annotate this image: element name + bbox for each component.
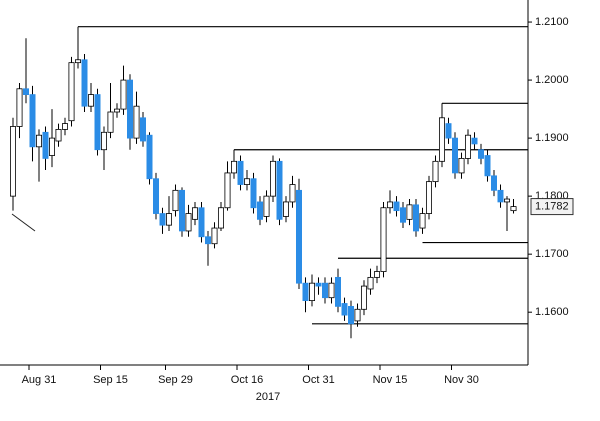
candle-body (399, 207, 406, 223)
candle-body (224, 172, 231, 209)
y-tick-label: 1.2100 (535, 16, 569, 28)
candle-body (101, 131, 108, 151)
candle-body (88, 94, 95, 107)
candle-body (477, 149, 484, 159)
candle-body (139, 117, 146, 142)
candle-body (347, 305, 354, 325)
candle-body (295, 189, 302, 284)
candle-body (308, 282, 315, 301)
x-tick-label: Oct 31 (302, 374, 334, 386)
candle-body (438, 117, 445, 162)
candle-body (334, 276, 341, 307)
candle-body (367, 276, 374, 290)
candle-body (36, 134, 43, 148)
candle-body (191, 207, 198, 220)
candle-body (321, 282, 328, 299)
candle-body (172, 189, 179, 212)
candle-body (230, 160, 237, 174)
candle-body (458, 158, 465, 174)
last-price-label: 1.1782 (535, 200, 569, 212)
candle-body (68, 62, 75, 122)
candle-body (282, 201, 289, 217)
candle-body (62, 123, 69, 130)
candle-body (250, 178, 257, 209)
candle-body (107, 111, 114, 133)
candle-body (217, 207, 224, 229)
candle-body (94, 94, 101, 151)
candle-body (464, 134, 471, 159)
candle-body (178, 189, 185, 232)
x-tick-label: Oct 16 (231, 374, 263, 386)
candle-body (373, 271, 380, 278)
candle-body (146, 134, 153, 180)
candle-body (152, 178, 159, 214)
candle-body (412, 204, 419, 232)
candle-body (269, 160, 276, 197)
candle-body (425, 181, 432, 214)
candle-body (165, 213, 172, 226)
candle-body (133, 105, 140, 139)
candle-body (497, 189, 504, 203)
candle-body (49, 137, 56, 156)
candle-body (432, 160, 439, 183)
candle-body (471, 137, 478, 145)
candle-body (185, 213, 192, 232)
x-tick-label: Sep 29 (158, 374, 193, 386)
y-tick-label: 1.1700 (535, 248, 569, 260)
candle-body (237, 160, 244, 185)
candle-body (276, 160, 283, 220)
candle-body (406, 204, 413, 220)
candle-body (510, 206, 517, 212)
candle-body (354, 308, 361, 322)
y-tick-label: 1.2000 (535, 74, 569, 86)
candle-body (55, 129, 62, 142)
candle-body (256, 201, 263, 220)
candle-body (315, 282, 322, 287)
candle-body (9, 126, 16, 197)
candle-body (42, 131, 49, 159)
candle-body (243, 178, 250, 185)
candle-body (263, 195, 270, 217)
candle-body (451, 137, 458, 174)
candle-body (484, 155, 491, 177)
y-tick-label: 1.1600 (535, 306, 569, 318)
decor-line (11, 213, 36, 232)
candle-body (75, 59, 82, 64)
candle-body (445, 123, 452, 139)
candle-body (289, 184, 296, 203)
candle-body (204, 236, 211, 245)
candle-body (419, 213, 426, 229)
candle-body (211, 227, 218, 245)
y-tick-label: 1.1900 (535, 132, 569, 144)
candle-body (16, 88, 23, 127)
candle-body (29, 94, 36, 148)
candle-body (302, 282, 309, 301)
candle-body (503, 198, 510, 203)
candle-body (81, 59, 88, 107)
candle-body (490, 175, 497, 191)
x-tick-label: Nov 15 (373, 374, 408, 386)
candle-body (127, 79, 134, 139)
candle-body (120, 79, 127, 110)
last-price-box (530, 198, 574, 216)
candle-body (386, 201, 393, 209)
candle-body (328, 282, 335, 299)
candle-body (380, 207, 387, 272)
candle-body (360, 285, 367, 310)
candle-body (341, 303, 348, 316)
candle-body (22, 88, 29, 95)
x-axis-label: 2017 (256, 391, 280, 403)
x-tick-label: Sep 15 (93, 374, 128, 386)
candle-body (114, 108, 121, 113)
candle-body (159, 213, 166, 226)
x-tick-label: Aug 31 (22, 374, 57, 386)
candle-body (393, 201, 400, 212)
x-tick-label: Nov 30 (444, 374, 479, 386)
candle-body (198, 207, 205, 238)
